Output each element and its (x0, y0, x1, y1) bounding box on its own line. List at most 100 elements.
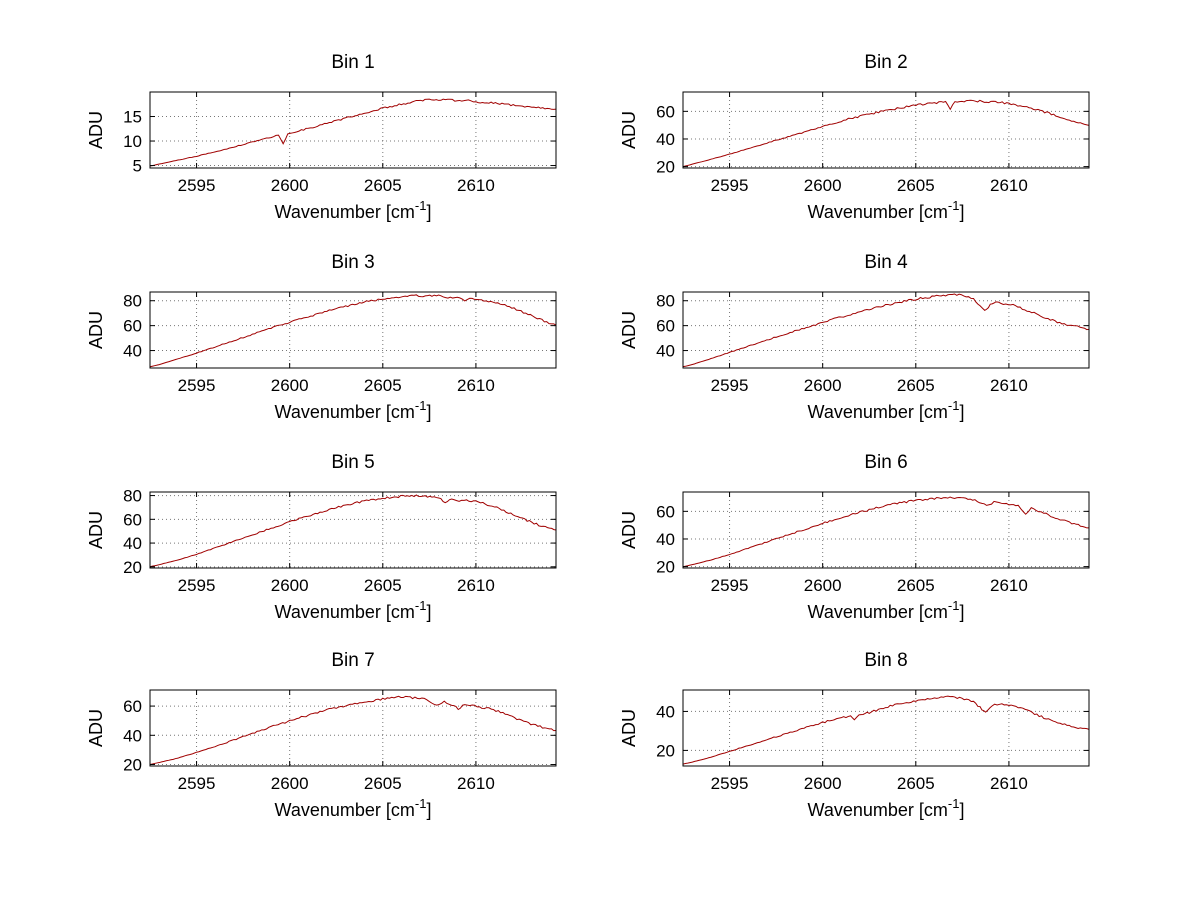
x-tick-label: 2600 (271, 176, 309, 195)
plot-title: Bin 1 (331, 52, 374, 73)
axis-box (682, 491, 1090, 569)
subplot-bin-6: 2595 2600 2605 2610 20 40 60 Bin 6 ADU Wavenumber… (619, 452, 1090, 622)
spectrum-line (150, 695, 556, 765)
plot-title: Bin 8 (864, 650, 907, 671)
x-tick-label: 2600 (271, 774, 309, 793)
x-tick-label: 2595 (178, 576, 216, 595)
x-tick-label: 2605 (897, 576, 935, 595)
x-tick-label: 2595 (711, 576, 749, 595)
x-tick-label: 2600 (271, 376, 309, 395)
x-tick-label: 2610 (457, 576, 495, 595)
y-tick-label: 5 (133, 157, 142, 176)
x-axis-label: Wavenumber [cm-1] (808, 198, 965, 222)
y-tick-label: 15 (123, 108, 142, 127)
plot-title: Bin 5 (331, 452, 374, 473)
axis-box (149, 491, 557, 569)
x-tick-label: 2605 (364, 176, 402, 195)
spectrum-line (150, 294, 556, 368)
x-tick-label: 2610 (457, 176, 495, 195)
x-tick-label: 2600 (271, 576, 309, 595)
plot-title: Bin 7 (331, 650, 374, 671)
x-axis-label: Wavenumber [cm-1] (808, 398, 965, 422)
x-axis-label: Wavenumber [cm-1] (275, 796, 432, 820)
y-tick-label: 80 (656, 292, 675, 311)
x-tick-label: 2605 (364, 376, 402, 395)
x-tick-label: 2595 (711, 774, 749, 793)
axis-box (149, 689, 557, 767)
y-tick-label: 40 (123, 342, 142, 361)
x-tick-label: 2610 (990, 774, 1028, 793)
plot-title: Bin 2 (864, 52, 907, 73)
axis-box (149, 91, 557, 169)
y-tick-label: 60 (123, 317, 142, 336)
y-axis-label: ADU (619, 311, 639, 349)
y-tick-label: 60 (656, 317, 675, 336)
x-tick-label: 2605 (364, 774, 402, 793)
subplot-bin-3: 2595 2600 2605 2610 40 60 80 Bin 3 ADU Wavenumber… (86, 252, 557, 422)
y-tick-label: 40 (123, 726, 142, 745)
x-tick-label: 2595 (711, 176, 749, 195)
y-axis-label: ADU (86, 311, 106, 349)
x-tick-label: 2600 (804, 576, 842, 595)
x-tick-label: 2600 (804, 376, 842, 395)
x-tick-label: 2605 (897, 376, 935, 395)
x-tick-label: 2595 (178, 376, 216, 395)
x-tick-label: 2605 (364, 576, 402, 595)
y-tick-label: 60 (656, 502, 675, 521)
axis-box (682, 91, 1090, 169)
y-tick-label: 80 (123, 292, 142, 311)
y-tick-label: 60 (123, 697, 142, 716)
x-tick-label: 2610 (990, 576, 1028, 595)
y-tick-label: 40 (656, 702, 675, 721)
plot-title: Bin 6 (864, 452, 907, 473)
subplot-bin-4: 2595 2600 2605 2610 40 60 80 Bin 4 ADU Wavenumber… (619, 252, 1090, 422)
x-tick-label: 2595 (178, 176, 216, 195)
x-axis-label: Wavenumber [cm-1] (275, 198, 432, 222)
x-tick-label: 2605 (897, 774, 935, 793)
spectrum-line (683, 695, 1089, 765)
y-axis-label: ADU (619, 511, 639, 549)
spectrum-line (150, 98, 556, 167)
y-tick-label: 60 (656, 102, 675, 121)
y-tick-label: 20 (656, 741, 675, 760)
x-axis-label: Wavenumber [cm-1] (808, 796, 965, 820)
subplot-bin-1: 2595 2600 2605 2610 5 10 15 Bin 1 ADU Wavenumber … (86, 52, 557, 222)
plot-title: Bin 3 (331, 252, 374, 273)
y-tick-label: 60 (123, 510, 142, 529)
y-tick-label: 20 (123, 756, 142, 775)
y-tick-label: 80 (123, 487, 142, 506)
subplot-bin-2: 2595 2600 2605 2610 20 40 60 Bin 2 ADU Wavenumber… (619, 52, 1090, 222)
y-tick-label: 20 (123, 558, 142, 577)
x-tick-label: 2595 (711, 376, 749, 395)
x-tick-label: 2610 (990, 376, 1028, 395)
y-tick-label: 40 (656, 530, 675, 549)
axis-box (682, 689, 1090, 767)
x-tick-label: 2595 (178, 774, 216, 793)
y-tick-label: 40 (656, 342, 675, 361)
x-axis-label: Wavenumber [cm-1] (275, 398, 432, 422)
y-axis-label: ADU (619, 111, 639, 149)
x-tick-label: 2610 (457, 376, 495, 395)
axis-box (682, 291, 1090, 369)
spectrum-line (683, 496, 1089, 568)
y-axis-label: ADU (86, 511, 106, 549)
x-axis-label: Wavenumber [cm-1] (275, 598, 432, 622)
x-tick-label: 2600 (804, 774, 842, 793)
y-tick-label: 20 (656, 558, 675, 577)
x-tick-label: 2610 (990, 176, 1028, 195)
y-axis-label: ADU (619, 709, 639, 747)
x-tick-label: 2605 (897, 176, 935, 195)
spectrum-line (150, 494, 556, 568)
plot-title: Bin 4 (864, 252, 908, 273)
subplot-bin-5: 2595 2600 2605 2610 20 40 60 80 Bin 5 ADU Wavenumb… (86, 452, 557, 622)
spectrum-line (683, 293, 1089, 368)
x-axis-label: Wavenumber [cm-1] (808, 598, 965, 622)
y-tick-label: 20 (656, 158, 675, 177)
y-axis-label: ADU (86, 709, 106, 747)
x-tick-label: 2610 (457, 774, 495, 793)
y-tick-label: 10 (123, 132, 142, 151)
y-tick-label: 40 (123, 534, 142, 553)
spectrum-line (683, 99, 1089, 168)
axis-box (149, 291, 557, 369)
